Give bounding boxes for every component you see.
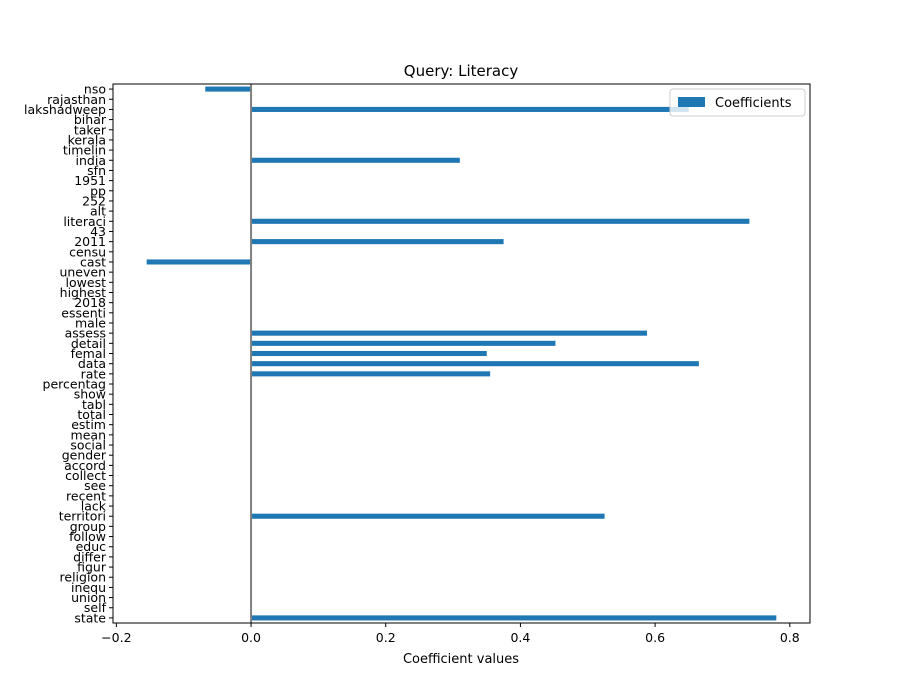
bars-layer — [146, 86, 777, 621]
legend-frame — [669, 88, 806, 117]
y-tick-label: kerala — [68, 132, 106, 147]
y-tick-label: differ — [73, 549, 107, 564]
bar-india — [251, 157, 460, 163]
y-tick-label: sfn — [87, 163, 106, 178]
y-tick-label: see — [84, 478, 106, 493]
x-tick-label: 0.2 — [376, 630, 396, 645]
y-tick-label: uneven — [59, 265, 106, 280]
y-tick-label: nso — [84, 82, 106, 97]
y-tick-label: data — [78, 356, 106, 371]
y-tick-label: femal — [71, 346, 106, 361]
y-tick-label: assess — [65, 326, 106, 341]
y-tick-label: gender — [62, 448, 107, 463]
bar-lakshadweep — [251, 106, 689, 112]
x-axis-label: Coefficient values — [403, 652, 519, 667]
y-tick-label: follow — [69, 529, 106, 544]
y-tick-label: detail — [71, 336, 106, 351]
y-tick-label: estim — [71, 417, 106, 432]
y-tick-label: 43 — [90, 224, 106, 239]
legend-swatch — [678, 97, 705, 107]
y-tick-label: timelin — [63, 143, 106, 158]
y-tick-label: censu — [69, 244, 106, 259]
y-tick-label: literaci — [63, 214, 106, 229]
y-tick-label: recent — [66, 488, 106, 503]
bar-cast — [146, 259, 252, 265]
y-tick-label: rajasthan — [47, 92, 106, 107]
y-tick-label: lack — [81, 499, 107, 514]
y-tick-label: educ — [76, 539, 107, 554]
y-tick-label: 1951 — [74, 173, 106, 188]
y-tick-label: taker — [74, 122, 107, 137]
y-tick-label: total — [77, 407, 106, 422]
bar-nso — [205, 86, 252, 92]
y-tick-label: male — [75, 315, 106, 330]
bar-territori — [251, 513, 605, 519]
y-tick-label: bihar — [74, 112, 107, 127]
x-tick-label: −0.2 — [101, 630, 131, 645]
x-tick-label: 0.8 — [780, 630, 800, 645]
y-tick-label: cast — [80, 254, 106, 269]
x-tick-label: 0.6 — [645, 630, 665, 645]
y-tick-label: india — [76, 153, 106, 168]
y-tick-label: show — [74, 387, 106, 402]
y-tick-label: pp — [90, 183, 106, 198]
bar-state — [251, 615, 777, 621]
y-tick-label: lakshadweep — [24, 102, 106, 117]
legend-label: Coefficients — [715, 96, 792, 111]
chart-title: Query: Literacy — [404, 62, 519, 80]
y-tick-label: group — [70, 519, 106, 534]
y-tick-label: religion — [60, 570, 106, 585]
y-tick-label: 2018 — [74, 295, 106, 310]
bar-2011 — [251, 239, 504, 245]
y-tick-label: 252 — [82, 193, 106, 208]
y-tick-label: percentag — [43, 377, 106, 392]
bar-assess — [251, 330, 648, 336]
y-tick-label: highest — [60, 285, 106, 300]
bar-femal — [251, 350, 487, 357]
y-tick-label: mean — [71, 427, 106, 442]
y-tick-label: rate — [81, 366, 107, 381]
y-tick-label: 2011 — [74, 234, 106, 249]
legend: Coefficients — [669, 88, 806, 117]
plot-frame — [112, 83, 811, 624]
x-tick-label: 0.4 — [510, 630, 530, 645]
y-tick-label: state — [74, 610, 106, 625]
bar-detail — [251, 340, 556, 346]
y-tick-label: self — [84, 600, 107, 615]
y-tick-label: tabl — [82, 397, 106, 412]
y-tick-label: territori — [59, 509, 106, 524]
y-tick-label: collect — [65, 468, 106, 483]
y-tick-label: inequ — [71, 580, 106, 595]
y-tick-label: essenti — [61, 305, 106, 320]
y-tick-label: accord — [64, 458, 106, 473]
axes-layer: stateselfunioninequreligionfigurdiffered… — [24, 82, 811, 645]
x-tick-label: 0.0 — [241, 630, 261, 645]
y-tick-label: alt — [90, 204, 106, 219]
y-tick-label: social — [70, 438, 106, 453]
bar-literaci — [251, 218, 750, 224]
bar-rate — [251, 371, 491, 377]
y-tick-label: figur — [77, 560, 107, 575]
y-tick-label: lowest — [66, 275, 107, 290]
y-tick-label: union — [71, 590, 106, 605]
bar-data — [251, 361, 699, 367]
